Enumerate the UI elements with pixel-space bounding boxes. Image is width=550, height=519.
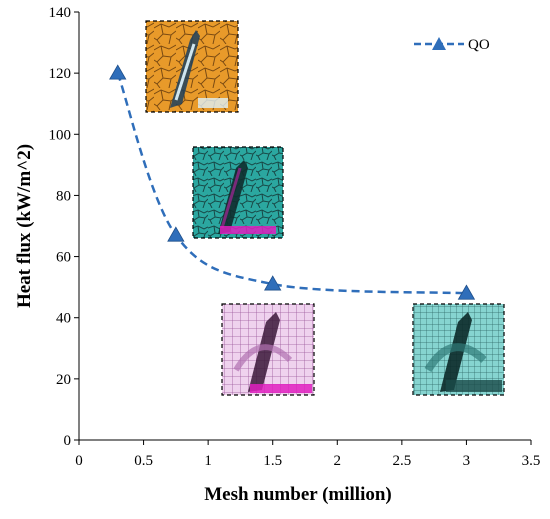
data-point-triangle	[109, 64, 127, 80]
mesh-inset-hex-pink	[221, 303, 315, 396]
x-tick-label: 1	[204, 453, 212, 469]
y-tick-label: 140	[49, 5, 72, 21]
mesh-inset-polyhedral-teal	[192, 146, 284, 239]
x-axis-label: Mesh number (million)	[204, 484, 392, 505]
x-tick-label: 2	[334, 453, 342, 469]
x-tick-label: 3	[463, 453, 471, 469]
series-group	[109, 64, 476, 300]
y-tick-label: 20	[56, 372, 71, 388]
mesh-inset-hex-cyan	[412, 303, 505, 396]
legend-marker-triangle	[432, 37, 446, 50]
x-ticks: 0 0.5 1 1.5 2 2.5 3 3.5	[75, 440, 540, 469]
y-tick-label: 0	[64, 433, 72, 449]
series-line-qo	[116, 72, 467, 295]
y-axis-label: Heat flux (kW/m^2)	[14, 144, 35, 308]
y-tick-label: 100	[49, 127, 72, 143]
legend: QO	[414, 37, 490, 53]
y-tick-label: 60	[56, 250, 71, 266]
data-point-triangle	[264, 275, 282, 291]
x-tick-label: 0.5	[134, 453, 153, 469]
mesh-inset-polyhedral-orange	[145, 20, 239, 113]
x-tick-label: 1.5	[263, 453, 282, 469]
data-point-triangle	[167, 226, 185, 242]
y-tick-label: 80	[56, 188, 71, 204]
legend-label-qo: QO	[468, 37, 490, 53]
y-tick-label: 40	[56, 311, 71, 327]
data-point-triangle	[457, 284, 476, 300]
y-tick-label: 120	[49, 66, 72, 82]
x-tick-label: 2.5	[392, 453, 411, 469]
x-tick-label: 3.5	[522, 453, 541, 469]
x-tick-label: 0	[75, 453, 83, 469]
y-ticks: 0 20 40 60 80 100 120 140	[49, 5, 79, 449]
